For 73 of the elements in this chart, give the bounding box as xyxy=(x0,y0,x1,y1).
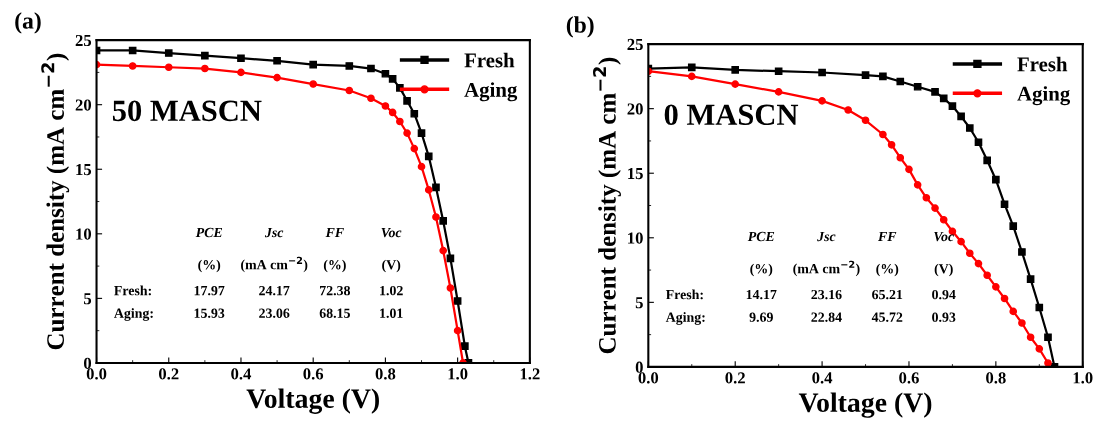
annotation: Jsc xyxy=(264,227,284,238)
annotation: 50 MASCN xyxy=(112,100,262,122)
y-axis-title: Current density (mA cm$^{−2}$) xyxy=(41,53,70,350)
x-tick-label: 0.0 xyxy=(86,368,107,380)
annotation: 68.15 xyxy=(319,308,350,318)
x-tick-label: 0.4 xyxy=(231,368,252,380)
annotation: PCE xyxy=(747,231,775,242)
x-tick-label: 0.0 xyxy=(638,372,659,384)
y-tick-label: 20 xyxy=(627,103,643,115)
annotation: 22.84 xyxy=(811,312,842,322)
x-tick-label: 1.0 xyxy=(448,368,468,380)
annotation: (%) xyxy=(750,263,773,277)
x-tick-label: 0.4 xyxy=(812,372,833,384)
chart-title: (a) xyxy=(15,12,41,34)
annotation: Fresh: xyxy=(114,285,151,296)
annotation: 23.16 xyxy=(811,289,842,300)
annotation: 23.06 xyxy=(259,308,290,318)
legend-label: Fresh xyxy=(464,52,515,68)
x-tick-label: 0.2 xyxy=(725,372,745,384)
annotation: (V) xyxy=(382,259,401,273)
annotation: 14.17 xyxy=(746,289,777,300)
annotation: 9.69 xyxy=(749,312,773,322)
legend-label: Fresh xyxy=(1017,56,1068,72)
annotation: Aging: xyxy=(114,308,153,321)
x-tick-label: 0.8 xyxy=(986,372,1006,384)
x-tick-label: 0.6 xyxy=(303,368,324,380)
annotation: (%) xyxy=(198,259,221,273)
y-tick-label: 5 xyxy=(635,297,643,309)
y-tick-label: 0 xyxy=(83,357,92,369)
annotation: 24.17 xyxy=(259,285,290,296)
x-tick-label: 1.0 xyxy=(1073,372,1093,384)
annotation: (mA cm$^{−2}$) xyxy=(793,260,860,277)
x-axis-title: Voltage (V) xyxy=(246,388,379,414)
x-axis-title: Voltage (V) xyxy=(798,392,932,418)
annotation: 1.02 xyxy=(380,285,403,296)
x-tick-label: 0.2 xyxy=(158,368,179,380)
annotation: 0.93 xyxy=(932,312,956,322)
annotation: 1.01 xyxy=(380,308,403,318)
annotation: (%) xyxy=(876,263,899,277)
annotation: FF xyxy=(877,231,897,242)
x-tick-label: 0.8 xyxy=(375,368,396,380)
annotation: Fresh: xyxy=(665,289,703,300)
x-tick-label: 0.6 xyxy=(899,372,919,384)
annotation: 45.72 xyxy=(871,312,903,322)
y-axis-title: Current density (mA cm$^{−2}$) xyxy=(592,57,621,354)
y-tick-label: 25 xyxy=(75,34,92,47)
chart-title: (b) xyxy=(566,16,594,38)
annotation: 0 MASCN xyxy=(664,104,799,126)
annotation: 65.21 xyxy=(872,289,903,300)
annotation: (V) xyxy=(934,263,953,277)
y-tick-label: 10 xyxy=(76,228,92,240)
annotation: 0.94 xyxy=(932,289,956,300)
annotation: (mA cm$^{−2}$) xyxy=(241,256,308,273)
y-tick-label: 0 xyxy=(635,361,643,373)
annotation: 17.97 xyxy=(194,285,225,296)
y-tick-label: 15 xyxy=(628,168,643,180)
legend-label: Aging xyxy=(1017,86,1071,106)
annotation: Aging: xyxy=(665,312,705,325)
y-tick-label: 20 xyxy=(75,99,92,111)
legend-label: Aging xyxy=(464,82,518,102)
y-tick-label: 25 xyxy=(627,38,643,51)
annotation: FF xyxy=(325,227,344,238)
y-tick-label: 5 xyxy=(84,293,92,305)
y-tick-label: 10 xyxy=(628,232,643,244)
annotation: (%) xyxy=(323,259,346,273)
annotation: Voc xyxy=(934,231,954,242)
annotation: PCE xyxy=(195,227,223,238)
annotation: Jsc xyxy=(817,231,836,242)
annotation: Voc xyxy=(381,227,402,238)
x-tick-label: 1.2 xyxy=(520,368,540,380)
annotation: 15.93 xyxy=(194,308,225,318)
y-tick-label: 15 xyxy=(76,164,92,176)
annotation: 72.38 xyxy=(320,285,351,296)
